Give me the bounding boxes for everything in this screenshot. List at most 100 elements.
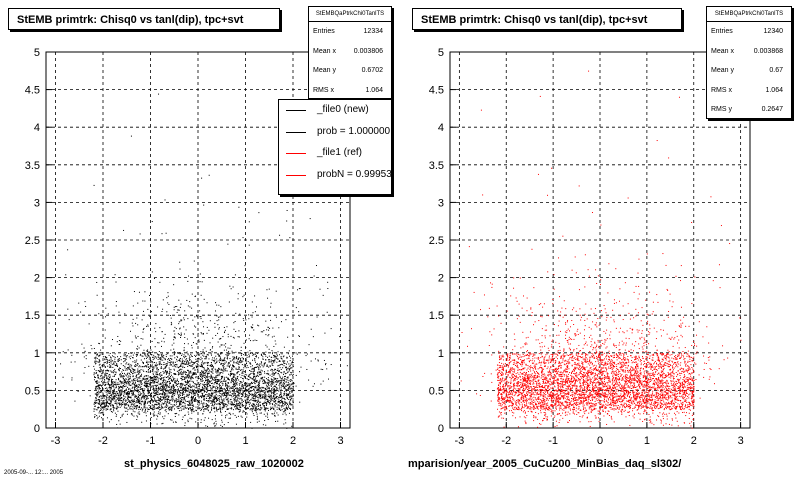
scatter-point — [205, 379, 207, 381]
scatter-point — [265, 403, 267, 405]
scatter-point — [274, 401, 276, 403]
scatter-point — [216, 360, 218, 362]
scatter-point — [267, 384, 269, 386]
scatter-point — [223, 358, 225, 360]
scatter-point — [223, 370, 225, 372]
scatter-point — [142, 392, 144, 394]
scatter-point — [129, 364, 131, 366]
scatter-point — [251, 378, 253, 380]
scatter-point — [212, 346, 214, 348]
scatter-point — [170, 321, 172, 323]
scatter-point — [241, 385, 243, 387]
scatter-point — [118, 379, 120, 381]
scatter-point — [289, 374, 291, 376]
scatter-point — [196, 363, 198, 365]
scatter-point — [280, 357, 282, 359]
scatter-point — [165, 427, 167, 429]
scatter-point — [126, 369, 128, 371]
scatter-point — [229, 399, 231, 401]
scatter-point — [254, 394, 256, 396]
scatter-point — [250, 399, 252, 401]
scatter-point — [277, 420, 279, 422]
scatter-point — [275, 290, 277, 292]
scatter-point — [259, 371, 261, 373]
scatter-point — [228, 378, 230, 380]
scatter-point — [170, 386, 172, 388]
scatter-point — [271, 350, 273, 352]
scatter-point — [192, 401, 194, 403]
scatter-point — [107, 408, 109, 410]
scatter-point — [125, 396, 127, 398]
scatter-point — [136, 348, 138, 350]
scatter-point — [167, 361, 169, 363]
scatter-point — [177, 374, 179, 376]
scatter-point — [100, 370, 102, 372]
scatter-point — [210, 364, 212, 366]
scatter-point — [207, 406, 209, 408]
scatter-point — [140, 359, 142, 361]
scatter-point — [216, 397, 218, 399]
scatter-point — [263, 406, 265, 408]
scatter-point — [239, 409, 241, 411]
scatter-point — [100, 395, 102, 397]
scatter-point — [261, 407, 263, 409]
scatter-point — [206, 404, 208, 406]
scatter-point — [292, 382, 294, 384]
scatter-point — [226, 370, 228, 372]
scatter-point — [160, 354, 162, 356]
scatter-point — [114, 384, 116, 386]
scatter-point — [169, 370, 171, 372]
scatter-point — [185, 359, 187, 361]
scatter-point — [115, 361, 117, 363]
scatter-point — [205, 356, 207, 358]
scatter-point — [192, 333, 194, 335]
scatter-point — [279, 389, 281, 391]
scatter-point — [104, 404, 106, 406]
scatter-point — [177, 388, 179, 390]
scatter-point — [279, 234, 281, 236]
scatter-point — [125, 402, 127, 404]
scatter-point — [274, 415, 276, 417]
scatter-point — [187, 376, 189, 378]
scatter-point — [137, 377, 139, 379]
scatter-point — [199, 365, 201, 367]
scatter-point — [106, 356, 108, 358]
scatter-point — [203, 402, 205, 404]
scatter-point — [140, 353, 142, 355]
scatter-point — [112, 375, 114, 377]
scatter-point — [109, 389, 111, 391]
scatter-point — [239, 313, 241, 315]
scatter-point — [265, 415, 267, 417]
scatter-point — [187, 318, 189, 320]
scatter-point — [286, 369, 288, 371]
scatter-point — [249, 405, 251, 407]
scatter-point — [233, 378, 235, 380]
scatter-point — [258, 405, 260, 407]
scatter-point — [174, 365, 176, 367]
scatter-point — [222, 407, 224, 409]
scatter-point — [186, 400, 188, 402]
scatter-point — [146, 365, 148, 367]
scatter-point — [201, 378, 203, 380]
scatter-point — [274, 410, 276, 412]
scatter-point — [250, 326, 252, 328]
scatter-point — [219, 372, 221, 374]
scatter-point — [148, 400, 150, 402]
scatter-point — [182, 372, 184, 374]
scatter-point — [133, 400, 135, 402]
scatter-point — [215, 362, 217, 364]
scatter-point — [146, 384, 148, 386]
scatter-point — [265, 344, 267, 346]
scatter-point — [193, 362, 195, 364]
scatter-point — [115, 394, 117, 396]
scatter-point — [134, 360, 136, 362]
scatter-point — [227, 382, 229, 384]
scatter-point — [232, 404, 234, 406]
scatter-point — [220, 371, 222, 373]
scatter-point — [152, 382, 154, 384]
scatter-point — [264, 397, 266, 399]
scatter-point — [199, 374, 201, 376]
scatter-point — [237, 371, 239, 373]
scatter-point — [96, 418, 98, 420]
scatter-point — [229, 394, 231, 396]
